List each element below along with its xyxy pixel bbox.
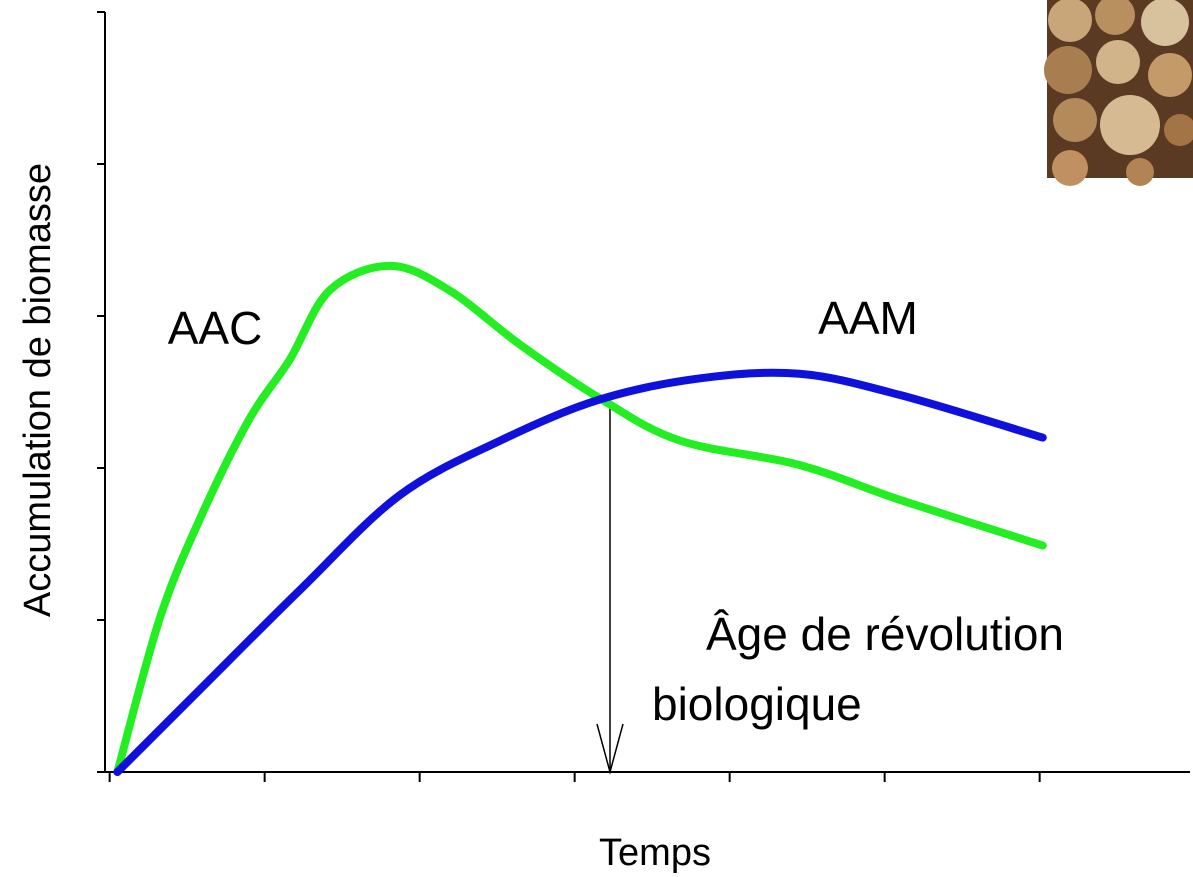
annotation: Âge de révolution <box>706 608 1064 660</box>
y-axis-label: Accumulation de biomasse <box>17 163 59 617</box>
x-axis-label: Temps <box>599 832 711 874</box>
series-label: AAC <box>168 302 263 354</box>
arrow <box>596 400 624 775</box>
series-line <box>113 261 1047 776</box>
annotation: biologique <box>652 678 862 730</box>
series-label: AAM <box>818 292 918 344</box>
logs-photo <box>1044 0 1193 186</box>
series-line <box>113 368 1047 776</box>
